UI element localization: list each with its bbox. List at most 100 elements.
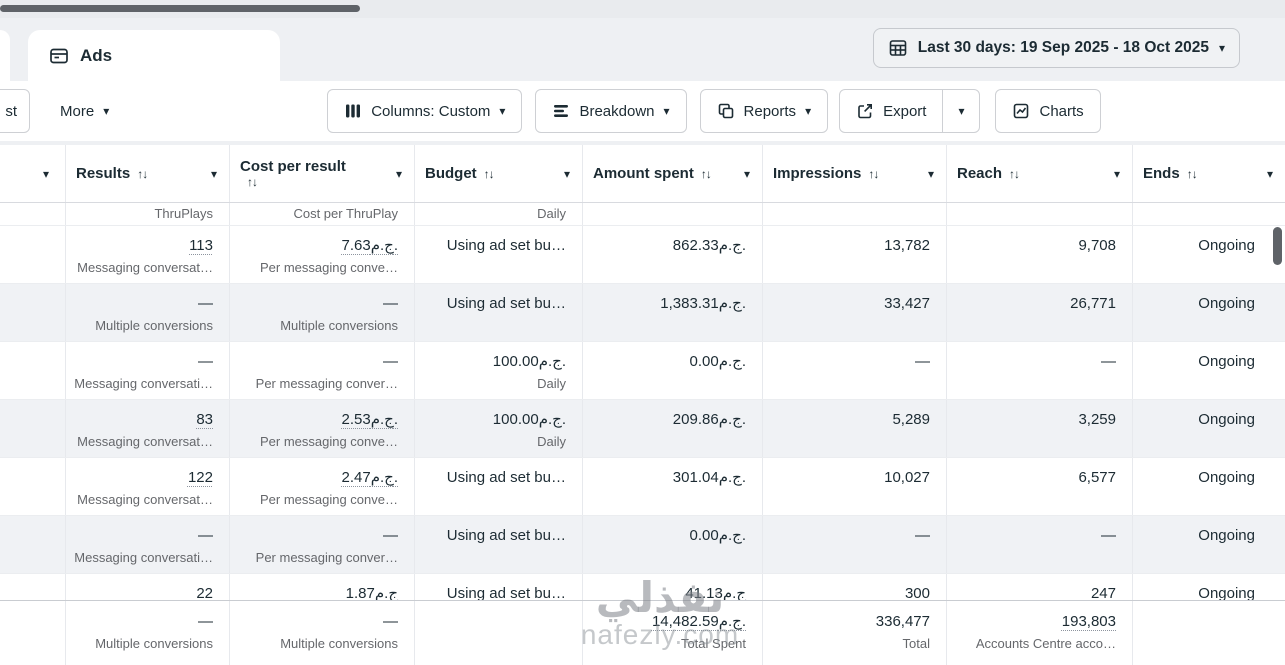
chevron-down-icon: ▾ xyxy=(663,104,670,118)
cell-edge xyxy=(0,574,66,600)
impressions-value: 5,289 xyxy=(892,411,930,428)
chevron-down-icon[interactable]: ▾ xyxy=(210,166,217,181)
header-budget[interactable]: Budget ↑↓ ▾ xyxy=(415,145,583,202)
results-value[interactable]: 22 xyxy=(196,585,213,600)
export-caret-button[interactable]: ▾ xyxy=(942,89,981,133)
cell-ends xyxy=(1133,203,1285,225)
breakdown-button[interactable]: Breakdown ▾ xyxy=(535,89,687,133)
chevron-down-icon[interactable]: ▾ xyxy=(395,166,402,181)
cell-ends: Ongoing xyxy=(1133,342,1285,399)
header-ends[interactable]: Ends ↑↓ ▾ xyxy=(1133,145,1285,202)
results-value[interactable]: — xyxy=(198,353,213,370)
horizontal-scrollbar[interactable] xyxy=(0,0,1285,18)
sort-icon[interactable]: ↑↓ xyxy=(1186,166,1198,181)
cost-value[interactable]: — xyxy=(383,353,398,370)
cost-value[interactable]: 2.53ج.م. xyxy=(341,411,398,428)
header-impressions[interactable]: Impressions ↑↓ ▾ xyxy=(763,145,947,202)
budget-value: Using ad set bu… xyxy=(446,469,566,486)
chevron-down-icon[interactable]: ▾ xyxy=(563,166,570,181)
header-edge-column[interactable]: ▾ xyxy=(0,145,66,202)
date-range-button[interactable]: Last 30 days: 19 Sep 2025 - 18 Oct 2025 … xyxy=(872,28,1240,68)
header-ends-label: Ends xyxy=(1143,165,1180,182)
header-cost-per-result[interactable]: Cost per result ↑↓ ▾ xyxy=(230,145,415,202)
cell-budget: 100.00ج.م. Daily xyxy=(415,400,583,457)
budget-value: Using ad set bu… xyxy=(446,295,566,312)
results-value[interactable]: 113 xyxy=(189,237,213,254)
table-row[interactable]: 113 Messaging conversat… 7.63ج.م. Per me… xyxy=(0,225,1285,283)
cell-cost: 1.87ج.م xyxy=(230,574,415,600)
spent-value: 0.00ج.م. xyxy=(689,527,746,544)
spent-total-subtext: Total Spent xyxy=(680,636,746,651)
tab-ads[interactable]: Ads xyxy=(28,30,280,81)
cost-value[interactable]: 7.63ج.م. xyxy=(341,237,398,254)
cell-ends-total xyxy=(1133,601,1285,665)
chevron-down-icon[interactable]: ▾ xyxy=(743,166,750,181)
results-value[interactable]: — xyxy=(198,527,213,544)
sort-icon[interactable]: ↑↓ xyxy=(247,175,258,189)
cell-reach-total: 193,803 Accounts Centre acco… xyxy=(947,601,1133,665)
tab-partial[interactable] xyxy=(0,30,10,81)
export-button[interactable]: Export xyxy=(839,89,944,133)
cell-spent: 0.00ج.م. xyxy=(583,516,763,573)
cell-spent: 0.00ج.م. xyxy=(583,342,763,399)
header-results[interactable]: Results ↑↓ ▾ xyxy=(66,145,230,202)
cell-spent xyxy=(583,203,763,225)
columns-button[interactable]: Columns: Custom ▾ xyxy=(327,89,523,133)
cell-reach: 26,771 xyxy=(947,284,1133,341)
table-row[interactable]: 83 Messaging conversat… 2.53ج.م. Per mes… xyxy=(0,399,1285,457)
ads-icon xyxy=(48,45,70,67)
more-button-label: More xyxy=(60,102,95,120)
header-reach[interactable]: Reach ↑↓ ▾ xyxy=(947,145,1133,202)
chevron-down-icon[interactable]: ▾ xyxy=(1266,166,1273,181)
cost-value[interactable]: 1.87ج.م xyxy=(345,585,398,600)
cost-value[interactable]: — xyxy=(383,527,398,544)
sort-icon[interactable]: ↑↓ xyxy=(483,166,495,181)
columns-icon xyxy=(344,102,362,120)
reports-button[interactable]: Reports ▾ xyxy=(699,89,829,133)
horizontal-scrollbar-thumb[interactable] xyxy=(0,5,360,12)
cell-results: 113 Messaging conversat… xyxy=(66,226,230,283)
table-row-partial[interactable]: ThruPlays Cost per ThruPlay Daily xyxy=(0,203,1285,225)
spent-value: 209.86ج.م. xyxy=(672,411,746,428)
cell-budget: Using ad set bu… xyxy=(415,516,583,573)
results-value[interactable]: 83 xyxy=(196,411,213,428)
table-row[interactable]: — Messaging conversati… — Per messaging … xyxy=(0,515,1285,573)
sort-icon[interactable]: ↑↓ xyxy=(868,166,879,181)
cut-left-button-label: st xyxy=(5,102,17,120)
table-row[interactable]: — Messaging conversati… — Per messaging … xyxy=(0,341,1285,399)
impressions-total-subtext: Total xyxy=(902,636,930,651)
cost-value[interactable]: 2.47ج.م. xyxy=(341,469,398,486)
vertical-scrollbar-thumb[interactable] xyxy=(1273,227,1282,265)
reach-value: 6,577 xyxy=(1078,469,1116,486)
cost-subtext: Per messaging conve… xyxy=(259,260,398,275)
spent-value: 301.04ج.م. xyxy=(672,469,746,486)
cell-edge xyxy=(0,226,66,283)
cost-value[interactable]: — xyxy=(383,295,398,312)
cell-edge xyxy=(0,203,66,225)
header-amount-spent[interactable]: Amount spent ↑↓ ▾ xyxy=(583,145,763,202)
sort-icon[interactable]: ↑↓ xyxy=(700,166,712,181)
charts-button[interactable]: Charts xyxy=(995,89,1101,133)
header-spent-label: Amount spent xyxy=(593,165,694,182)
sort-icon[interactable]: ↑↓ xyxy=(1009,166,1020,181)
cell-impressions: 13,782 xyxy=(763,226,947,283)
table-row[interactable]: 122 Messaging conversat… 2.47ج.م. Per me… xyxy=(0,457,1285,515)
table-row[interactable]: 22 1.87ج.م Using ad set bu… 41.13ج.م 300… xyxy=(0,573,1285,600)
cell-cost: Cost per ThruPlay xyxy=(230,203,415,225)
more-button[interactable]: More ▾ xyxy=(48,89,122,133)
chevron-down-icon[interactable]: ▾ xyxy=(927,166,934,181)
cell-budget: Using ad set bu… xyxy=(415,574,583,600)
reach-value: — xyxy=(1101,353,1116,370)
results-value[interactable]: 122 xyxy=(187,469,213,486)
date-range-label: Last 30 days: 19 Sep 2025 - 18 Oct 2025 xyxy=(917,39,1209,56)
chevron-down-icon[interactable]: ▾ xyxy=(1113,166,1120,181)
cut-left-button[interactable]: st xyxy=(0,89,30,133)
reach-value: 247 xyxy=(1090,585,1116,600)
spent-total-value[interactable]: 14,482.59ج.م. xyxy=(651,613,746,630)
reach-total-value[interactable]: 193,803 xyxy=(1061,613,1116,630)
results-value[interactable]: — xyxy=(198,295,213,312)
cell-results-total: — Multiple conversions xyxy=(66,601,230,665)
sort-icon[interactable]: ↑↓ xyxy=(137,166,148,181)
table-row[interactable]: — Multiple conversions — Multiple conver… xyxy=(0,283,1285,341)
